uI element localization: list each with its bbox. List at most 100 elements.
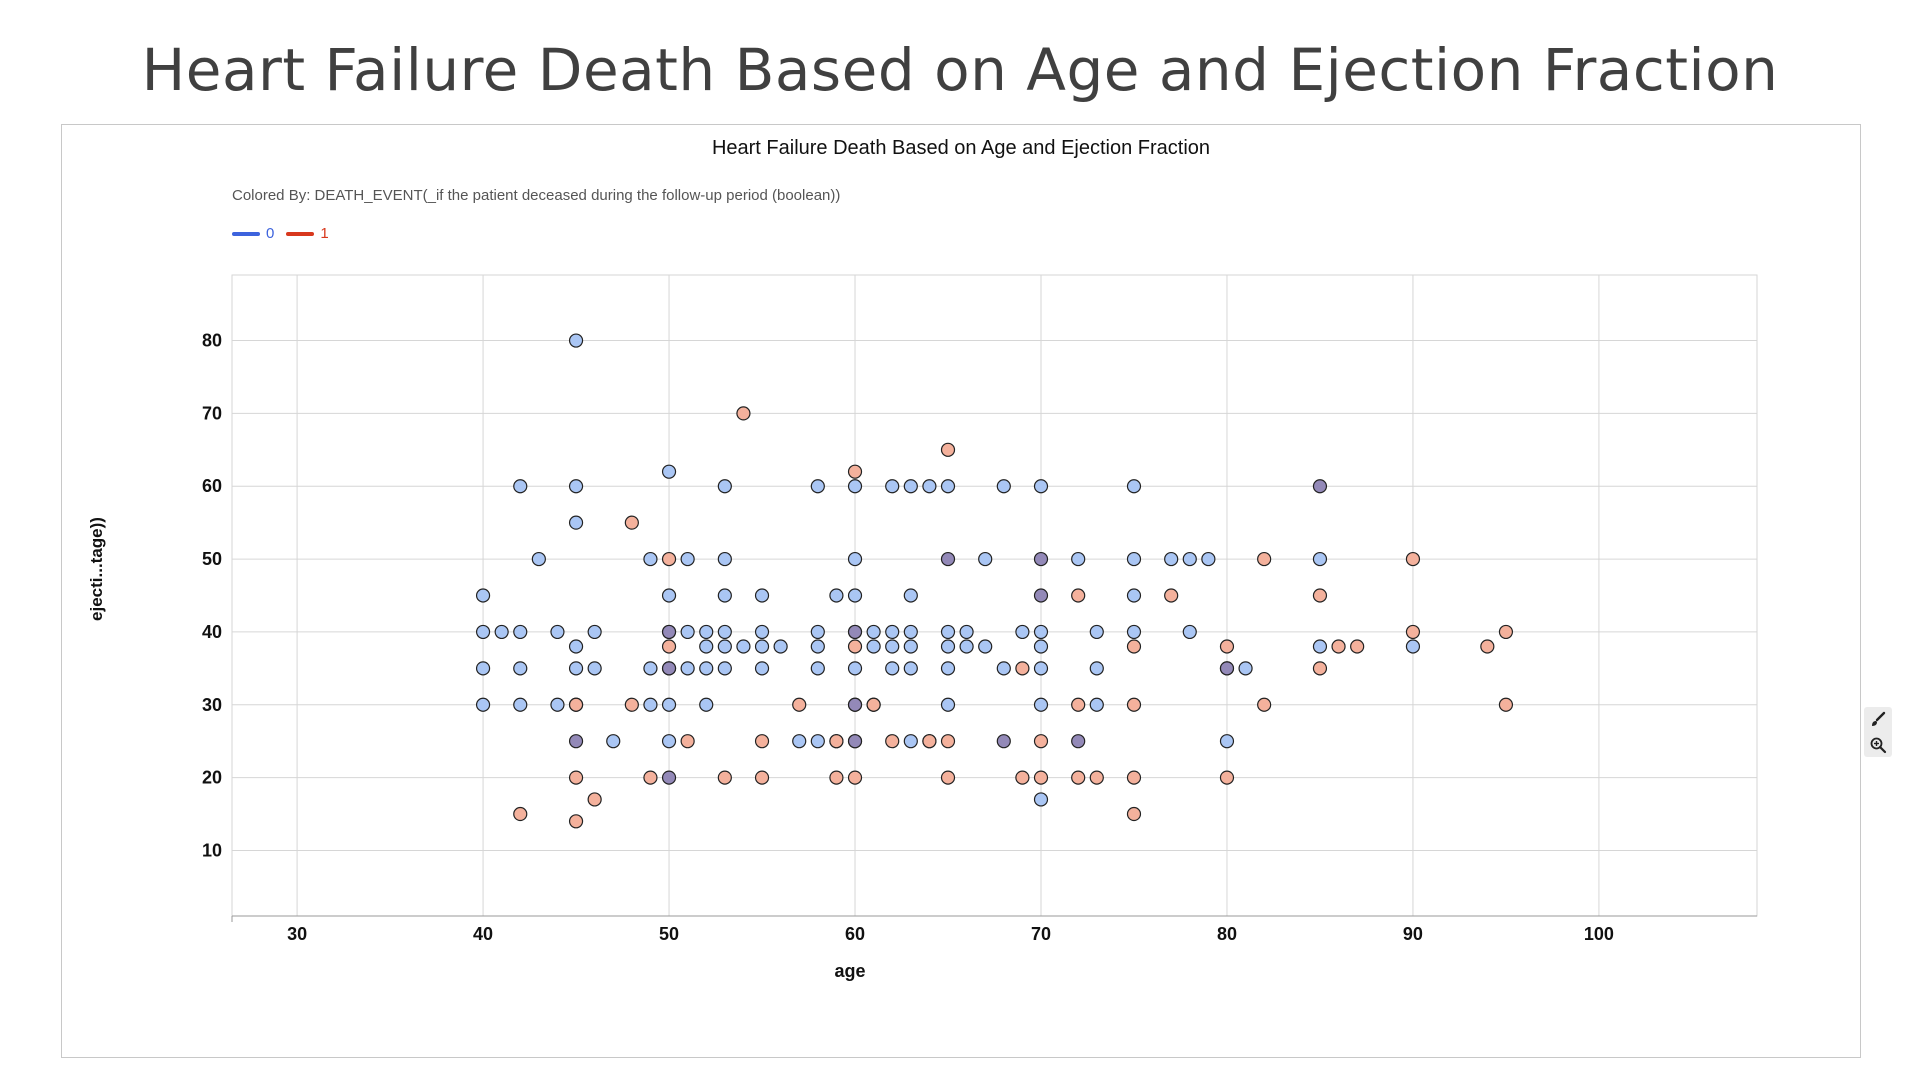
data-point-0 [1238, 661, 1253, 676]
data-point-1 [661, 551, 677, 567]
scatter-plot: 30 40 50 60 70 80 90 100 10 20 30 40 50 60 70 80 age e… [87, 274, 1758, 981]
chart-title: Heart Failure Death Based on Age and Eje… [711, 137, 1211, 159]
data-point-0 [1015, 624, 1030, 640]
zoom-in-icon[interactable] [1867, 735, 1889, 755]
data-point-0 [568, 661, 584, 676]
data-point-0 [1182, 551, 1197, 567]
data-point-1 [1312, 661, 1328, 676]
data-point-1 [866, 697, 881, 712]
data-point-0 [978, 639, 993, 654]
data-point-1 [568, 697, 584, 712]
data-point-1 [568, 770, 584, 785]
data-point-1 [1219, 770, 1235, 785]
data-point-overlap [1312, 479, 1328, 494]
data-point-1 [1498, 624, 1514, 640]
data-point-1 [587, 792, 602, 807]
data-point-1 [1089, 770, 1104, 785]
data-point-0 [699, 624, 714, 640]
data-point-0 [494, 624, 509, 640]
data-point-0 [680, 624, 695, 640]
data-point-0 [922, 479, 937, 494]
data-point-0 [717, 661, 732, 676]
data-point-1 [829, 770, 844, 785]
data-point-0 [810, 734, 825, 749]
data-point-1 [1405, 551, 1421, 567]
data-point-0 [847, 588, 863, 603]
data-point-0 [792, 734, 807, 749]
data-point-0 [810, 639, 825, 654]
x-tick-label: 80 [1217, 924, 1237, 944]
y-tick-label: 40 [202, 622, 222, 642]
legend-item-0[interactable]: 0 [232, 225, 274, 242]
data-point-0 [661, 588, 677, 603]
data-point-1 [624, 515, 639, 530]
data-point-0 [1126, 588, 1142, 603]
data-point-1 [1071, 770, 1086, 785]
data-point-overlap [847, 697, 863, 712]
data-point-1 [1331, 639, 1346, 654]
data-point-0 [531, 551, 546, 567]
data-point-0 [661, 464, 677, 479]
data-point-0 [1033, 479, 1049, 494]
x-tick-label: 50 [659, 924, 679, 944]
data-point-0 [866, 624, 881, 640]
data-point-0 [940, 624, 956, 640]
data-point-1 [661, 639, 677, 654]
data-point-1 [1219, 639, 1235, 654]
brush-icon[interactable] [1867, 710, 1889, 730]
data-point-1 [1126, 770, 1142, 785]
data-point-1 [847, 639, 863, 654]
data-point-overlap [1071, 734, 1086, 749]
data-point-0 [829, 588, 844, 603]
data-point-1 [624, 697, 639, 712]
data-point-0 [587, 624, 602, 640]
gridlines [231, 274, 1758, 917]
legend-item-1[interactable]: 1 [286, 225, 329, 242]
data-point-0 [606, 734, 621, 749]
data-point-overlap [1033, 551, 1049, 567]
data-point-0 [847, 661, 863, 676]
data-point-0 [1071, 551, 1086, 567]
data-point-0 [1126, 624, 1142, 640]
data-point-0 [643, 697, 658, 712]
data-point-overlap [847, 624, 863, 640]
data-point-0 [1126, 551, 1142, 567]
data-point-overlap [1033, 588, 1049, 603]
data-point-0 [847, 479, 863, 494]
data-point-0 [475, 697, 491, 712]
data-point-overlap [661, 661, 677, 676]
data-point-0 [903, 661, 918, 676]
data-point-0 [885, 639, 900, 654]
data-point-1 [1033, 770, 1049, 785]
data-point-1 [792, 697, 807, 712]
data-point-0 [1312, 639, 1328, 654]
data-point-0 [959, 639, 974, 654]
data-point-1 [1126, 697, 1142, 712]
data-point-overlap [661, 624, 677, 640]
data-point-0 [903, 624, 918, 640]
y-tick-label: 30 [202, 695, 222, 715]
y-tick-label: 60 [202, 476, 222, 496]
data-point-1 [1498, 697, 1514, 712]
data-point-overlap [661, 770, 677, 785]
colored-by-label: Colored By: DEATH_EVENT(_if the patient … [232, 187, 841, 204]
data-points [475, 333, 1514, 829]
data-point-0 [513, 661, 528, 676]
data-point-0 [550, 697, 565, 712]
data-point-0 [754, 661, 770, 676]
data-point-0 [940, 697, 956, 712]
data-point-0 [940, 639, 956, 654]
data-point-0 [661, 734, 677, 749]
data-point-0 [885, 624, 900, 640]
data-point-1 [1257, 551, 1272, 567]
data-point-1 [513, 806, 528, 822]
plot-frame [231, 274, 1758, 917]
data-point-1 [754, 770, 770, 785]
y-tick-label: 50 [202, 549, 222, 569]
data-point-0 [643, 551, 658, 567]
data-point-0 [1033, 697, 1049, 712]
data-point-0 [680, 661, 695, 676]
data-point-1 [1257, 697, 1272, 712]
x-tick-label: 30 [287, 924, 307, 944]
data-point-0 [643, 661, 658, 676]
